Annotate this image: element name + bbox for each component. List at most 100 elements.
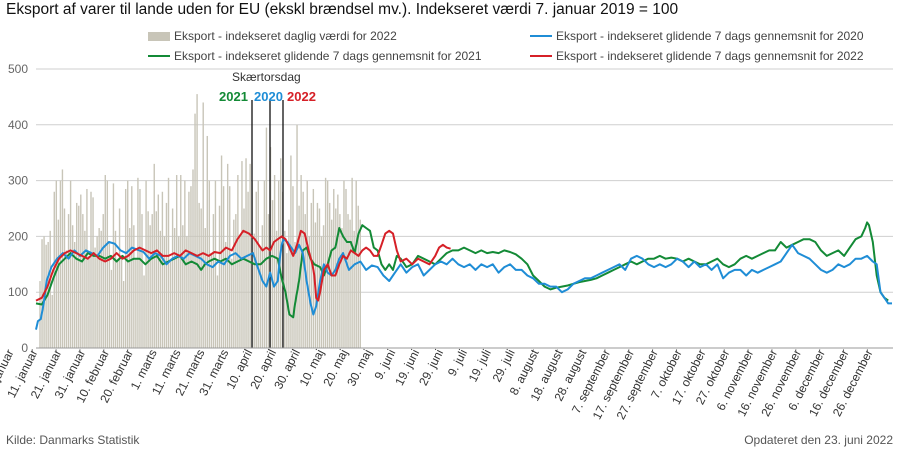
bar-2022-daily — [265, 127, 268, 348]
legend-label-2021: Eksport - indekseret glidende 7 dags gen… — [174, 49, 482, 63]
bar-2022-daily — [210, 253, 213, 348]
bar-2022-daily — [65, 250, 68, 348]
bar-2022-daily — [169, 258, 172, 348]
bar-2022-daily — [324, 177, 327, 348]
bar-2022-daily — [200, 208, 202, 348]
legend-item-2021: Eksport - indekseret glidende 7 dags gen… — [148, 49, 482, 63]
bar-2022-daily — [275, 230, 278, 348]
bar-2022-daily — [188, 191, 190, 348]
bar-2022-daily — [159, 230, 162, 348]
bar-2022-daily — [359, 219, 361, 348]
bar-2022-daily — [190, 186, 192, 348]
annotation-year-2021: 2021 — [219, 89, 248, 104]
bar-2022-daily — [175, 175, 178, 348]
bar-2022-daily — [76, 202, 78, 348]
bar-2022-daily — [135, 258, 137, 348]
bar-2022-daily — [155, 211, 157, 348]
bar-2022-daily — [41, 239, 43, 348]
bar-2022-daily — [294, 241, 296, 348]
bar-2022-daily — [333, 188, 335, 348]
bar-2022-daily — [78, 205, 80, 348]
bar-2022-daily — [302, 191, 304, 348]
bar-2022-daily — [235, 214, 237, 348]
bar-2022-daily — [292, 186, 294, 348]
bar-2022-daily — [73, 241, 76, 348]
bar-2022-daily — [131, 186, 133, 348]
bar-2022-daily — [102, 214, 104, 348]
bar-2022-daily — [122, 281, 125, 348]
bar-2022-daily — [296, 124, 298, 348]
bar-2022-daily — [192, 169, 194, 348]
y-tick-label: 200 — [8, 229, 28, 243]
bar-2022-daily — [304, 214, 306, 348]
bar-2022-daily — [343, 180, 345, 348]
bar-2022-daily — [253, 233, 255, 348]
bar-2022-daily — [71, 225, 74, 348]
bar-2022-daily — [353, 230, 355, 348]
bar-2022-daily — [173, 228, 176, 348]
bar-2022-daily — [114, 230, 117, 348]
series-line-2 — [35, 221, 889, 319]
legend-swatch-2022-daily — [148, 31, 170, 41]
bar-2022-daily — [116, 258, 119, 348]
bar-2022-daily — [80, 194, 82, 348]
legend-swatch-2022 — [530, 55, 552, 57]
bar-2022-daily — [69, 180, 72, 348]
bar-2022-daily — [157, 194, 160, 348]
bar-2022-daily — [82, 214, 84, 348]
bar-2022-daily — [149, 225, 151, 348]
y-tick-label: 100 — [8, 285, 28, 299]
bar-2022-daily — [120, 258, 123, 348]
bar-2022-daily — [245, 158, 247, 348]
bar-2022-daily — [231, 258, 233, 348]
bar-2022-daily — [110, 269, 113, 348]
bar-2022-daily — [271, 200, 274, 348]
bar-2022-daily — [273, 175, 276, 348]
bar-2022-daily — [229, 186, 231, 348]
bar-2022-daily — [63, 208, 66, 348]
bar-2022-daily — [224, 241, 227, 348]
series-line-3 — [35, 229, 451, 302]
bar-2022-daily — [84, 230, 86, 348]
bar-2022-daily — [335, 208, 337, 348]
updated-note: Opdateret den 23. juni 2022 — [744, 433, 893, 447]
bar-2022-daily — [96, 236, 98, 348]
bar-2022-daily — [339, 214, 341, 348]
bar-2022-daily — [351, 177, 353, 348]
bar-2022-daily — [261, 225, 264, 348]
bar-2022-daily — [331, 219, 333, 348]
bar-2022-daily — [127, 180, 129, 348]
bar-2022-daily — [88, 255, 90, 348]
bar-2022-daily — [357, 205, 359, 348]
bar-2022-daily — [320, 236, 323, 348]
bar-2022-daily — [118, 208, 121, 348]
bar-2022-daily — [208, 180, 211, 348]
bar-2022-daily — [151, 214, 153, 348]
bar-2022-daily — [233, 219, 235, 348]
bar-2022-daily — [141, 214, 143, 348]
bar-2022-daily — [241, 161, 243, 348]
bar-2022-daily — [202, 102, 204, 348]
annotation-year-2022: 2022 — [287, 89, 316, 104]
bar-2022-daily — [222, 186, 225, 348]
bar-2022-daily — [349, 219, 351, 348]
bar-2022-daily — [94, 247, 96, 348]
bar-2022-daily — [100, 230, 102, 348]
y-tick-label: 400 — [8, 118, 28, 132]
bar-2022-daily — [161, 191, 164, 348]
bar-2022-daily — [57, 219, 60, 348]
bar-2022-daily — [218, 205, 221, 348]
bar-2022-daily — [98, 228, 100, 348]
annotation-year-2020: 2020 — [254, 89, 283, 104]
bar-2022-daily — [106, 180, 109, 348]
bar-2022-daily — [39, 281, 41, 348]
legend-item-2020: Eksport - indekseret glidende 7 dags gen… — [530, 29, 864, 43]
bar-2022-daily — [153, 163, 155, 348]
bar-2022-daily — [124, 188, 127, 348]
bar-2022-daily — [67, 214, 70, 348]
bar-2022-daily — [212, 214, 215, 348]
bar-2022-daily — [322, 225, 325, 348]
bar-2022-daily — [306, 180, 308, 348]
legend-item-2022-daily: Eksport - indekseret daglig værdi for 20… — [148, 29, 397, 43]
